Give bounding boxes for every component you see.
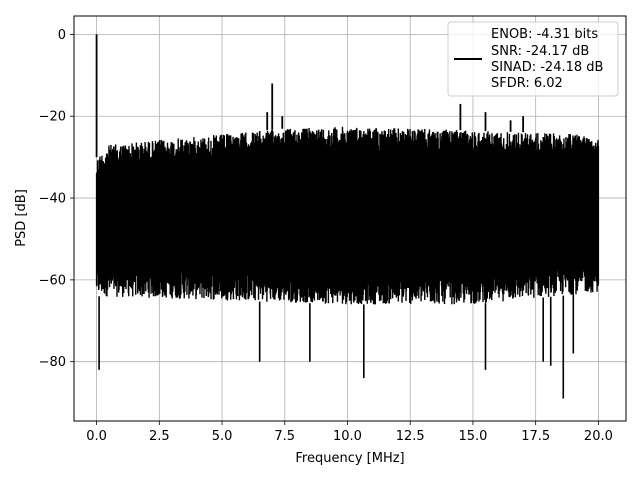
legend-line-sinad: SINAD: -24.18 dB: [491, 60, 603, 75]
plot-area: [95, 34, 600, 399]
x-tick-label: 10.0: [333, 429, 362, 444]
x-tick-label: 12.5: [396, 429, 425, 444]
x-tick-label: 20.0: [584, 429, 613, 444]
axes-frame: [73, 15, 627, 422]
x-axis-ticks: 0.0 2.5 5.0 7.5 10.0 12.5 15.0 17.5 20.0: [86, 421, 613, 444]
legend-line-sfdr: SFDR: 6.02: [491, 76, 563, 91]
y-tick-label: −20: [39, 110, 66, 125]
legend-line-snr: SNR: -24.17 dB: [491, 44, 589, 59]
x-tick-label: 15.0: [458, 429, 487, 444]
x-tick-label: 5.0: [212, 429, 233, 444]
y-tick-label: −40: [39, 192, 66, 207]
y-axis-label: PSD [dB]: [14, 189, 29, 247]
x-tick-label: 2.5: [149, 429, 170, 444]
legend-box: [447, 21, 619, 97]
y-tick-label: 0: [58, 28, 66, 43]
psd-noise-trace: [95, 126, 600, 305]
x-axis-label: Frequency [MHz]: [295, 451, 404, 466]
x-tick-label: 0.0: [86, 429, 107, 444]
psd-series: [95, 34, 600, 399]
y-tick-label: −80: [39, 355, 66, 370]
x-tick-label: 17.5: [521, 429, 550, 444]
legend: ENOB: -4.31 bits SNR: -24.17 dB SINAD: -…: [447, 21, 619, 97]
x-tick-label: 7.5: [274, 429, 295, 444]
y-tick-label: −60: [39, 273, 66, 288]
legend-line-enob: ENOB: -4.31 bits: [491, 27, 598, 42]
y-axis-ticks: 0 −20 −40 −60 −80: [39, 28, 74, 370]
